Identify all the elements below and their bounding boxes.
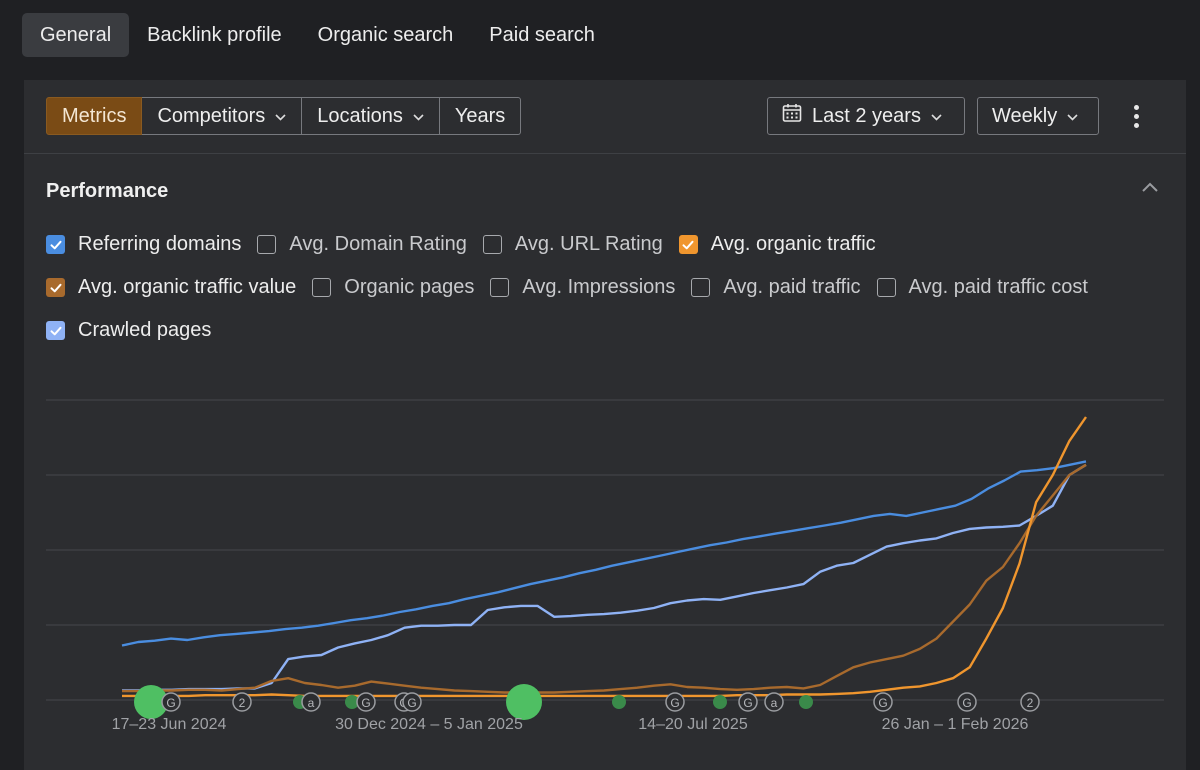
metric-organic-pages[interactable]: Organic pages <box>312 276 474 299</box>
x-tick-label: 30 Dec 2024 – 5 Jan 2025 <box>335 716 523 733</box>
interval-label: Weekly <box>992 104 1058 127</box>
checkbox[interactable] <box>678 235 698 254</box>
locations-label: Locations <box>317 104 403 127</box>
annotation-marker-label: G <box>166 696 175 710</box>
metric-crawled-pages[interactable]: Crawled pages <box>46 319 211 342</box>
checkbox[interactable] <box>46 321 65 340</box>
annotation-marker <box>1020 692 1040 712</box>
annotation-marker <box>738 692 758 712</box>
date-range-dropdown[interactable]: Last 2 years <box>767 97 965 135</box>
date-range-label: Last 2 years <box>812 104 921 127</box>
calendar-icon <box>782 103 802 129</box>
checkbox[interactable] <box>482 235 502 254</box>
metric-avg-paid-traffic-cost[interactable]: Avg. paid traffic cost <box>876 276 1088 299</box>
tab-paid-search[interactable]: Paid search <box>489 23 595 46</box>
checkbox[interactable] <box>691 278 711 297</box>
metric-label: Crawled pages <box>78 319 212 341</box>
divider <box>24 153 1186 154</box>
annotation-marker <box>301 692 321 712</box>
annotation-marker <box>232 692 252 712</box>
annotation-marker <box>873 692 893 712</box>
annotation-marker-label: 2 <box>239 696 246 710</box>
annotation-marker-label: 2 <box>1027 696 1034 710</box>
metric-label: Avg. paid traffic cost <box>908 276 1088 298</box>
chevron-up-icon[interactable] <box>1138 176 1162 200</box>
metrics-label: Metrics <box>62 104 127 127</box>
metric-label: Avg. organic traffic <box>710 233 876 255</box>
series-line-crawled-pages <box>122 463 1087 692</box>
chevron-down-icon <box>1067 110 1078 124</box>
checkbox[interactable] <box>257 235 277 254</box>
chevron-down-icon <box>931 110 942 124</box>
tab-organic-search[interactable]: Organic search <box>317 23 454 46</box>
annotation-marker <box>402 692 422 712</box>
section-title: Performance <box>46 180 169 202</box>
tab-general[interactable]: General <box>22 13 130 57</box>
metric-avg-organic-traffic[interactable]: Avg. organic traffic <box>678 233 876 256</box>
years-button[interactable]: Years <box>439 97 522 135</box>
years-label: Years <box>454 104 506 127</box>
competitors-dropdown[interactable]: Competitors <box>142 97 303 135</box>
x-tick-label: 17–23 Jun 2024 <box>112 716 227 733</box>
interval-dropdown[interactable]: Weekly <box>977 97 1099 135</box>
metric-label: Avg. paid traffic <box>723 276 861 298</box>
update-marker <box>345 695 359 709</box>
annotation-marker-label: G <box>878 696 887 710</box>
annotation-marker <box>665 692 685 712</box>
annotation-marker-label: G <box>361 696 370 710</box>
metric-label: Avg. Impressions <box>522 276 676 298</box>
checkbox[interactable] <box>312 278 332 297</box>
metric-avg-domain-rating[interactable]: Avg. Domain Rating <box>257 233 467 256</box>
metrics-button[interactable]: Metrics <box>46 97 143 135</box>
checkbox[interactable] <box>46 235 65 254</box>
overview-panel: Metrics Competitors Locations Years <box>24 80 1186 770</box>
update-marker <box>799 695 813 709</box>
metric-referring-domains[interactable]: Referring domains <box>46 233 241 256</box>
annotation-marker-label: a <box>308 696 315 710</box>
update-marker <box>506 684 542 720</box>
chart-toolbar: Metrics Competitors Locations Years <box>46 97 522 135</box>
tab-backlink-profile[interactable]: Backlink profile <box>147 23 282 46</box>
chevron-down-icon <box>413 110 424 124</box>
report-tabs: General Backlink profile Organic search … <box>22 13 613 57</box>
annotation-marker-label: G <box>670 696 679 710</box>
locations-dropdown[interactable]: Locations <box>302 97 440 135</box>
update-marker <box>612 695 626 709</box>
metric-avg-impressions[interactable]: Avg. Impressions <box>490 276 675 299</box>
annotation-marker <box>957 692 977 712</box>
competitors-label: Competitors <box>157 104 266 127</box>
annotation-marker-label: G <box>743 696 752 710</box>
metric-label: Organic pages <box>344 276 475 298</box>
metric-label: Avg. Domain Rating <box>289 233 467 255</box>
chevron-down-icon <box>275 110 286 124</box>
annotation-marker-label: G <box>962 696 971 710</box>
update-marker <box>713 695 727 709</box>
series-line-avg-organic-traffic-value <box>122 463 1087 694</box>
metric-avg-paid-traffic[interactable]: Avg. paid traffic <box>691 276 861 299</box>
series-line-avg-organic-traffic <box>122 416 1087 698</box>
annotation-marker <box>161 692 181 712</box>
checkbox[interactable] <box>490 278 510 297</box>
metric-label: Avg. URL Rating <box>514 233 663 255</box>
checkbox[interactable] <box>46 278 65 297</box>
annotation-marker <box>356 692 376 712</box>
x-tick-label: 14–20 Jul 2025 <box>638 716 748 733</box>
metric-selector: Referring domains Avg. Domain Rating Avg… <box>46 223 1186 352</box>
metric-avg-url-rating[interactable]: Avg. URL Rating <box>482 233 663 256</box>
checkbox[interactable] <box>876 278 896 297</box>
annotation-marker-label: G <box>407 696 416 710</box>
annotation-marker-label: a <box>771 696 778 710</box>
update-marker <box>134 685 168 719</box>
x-tick-label: 26 Jan – 1 Feb 2026 <box>882 716 1029 733</box>
metric-label: Avg. organic traffic value <box>78 276 297 298</box>
series-line-referring-domains <box>121 460 1087 647</box>
annotation-marker <box>764 692 784 712</box>
metric-avg-organic-traffic-value[interactable]: Avg. organic traffic value <box>46 276 296 299</box>
more-options-icon[interactable] <box>1124 98 1148 134</box>
metric-label: Referring domains <box>78 233 242 255</box>
